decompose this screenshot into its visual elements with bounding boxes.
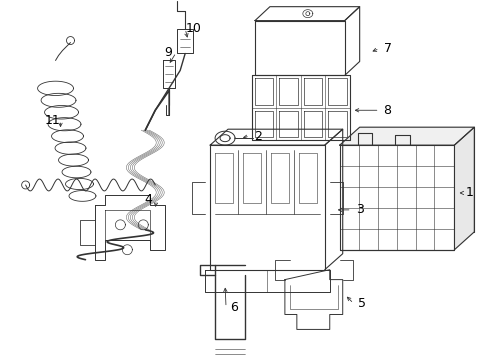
- Text: 8: 8: [383, 104, 391, 117]
- Text: 4: 4: [144, 193, 152, 206]
- Text: 7: 7: [383, 42, 391, 55]
- Text: 3: 3: [355, 203, 363, 216]
- Text: 2: 2: [253, 130, 262, 143]
- Text: 11: 11: [44, 114, 61, 127]
- Text: 5: 5: [357, 297, 365, 310]
- Text: 6: 6: [230, 301, 238, 314]
- Text: 9: 9: [164, 46, 172, 59]
- Polygon shape: [453, 127, 473, 250]
- Text: 10: 10: [185, 22, 201, 35]
- Polygon shape: [339, 127, 473, 145]
- Text: 1: 1: [465, 186, 472, 199]
